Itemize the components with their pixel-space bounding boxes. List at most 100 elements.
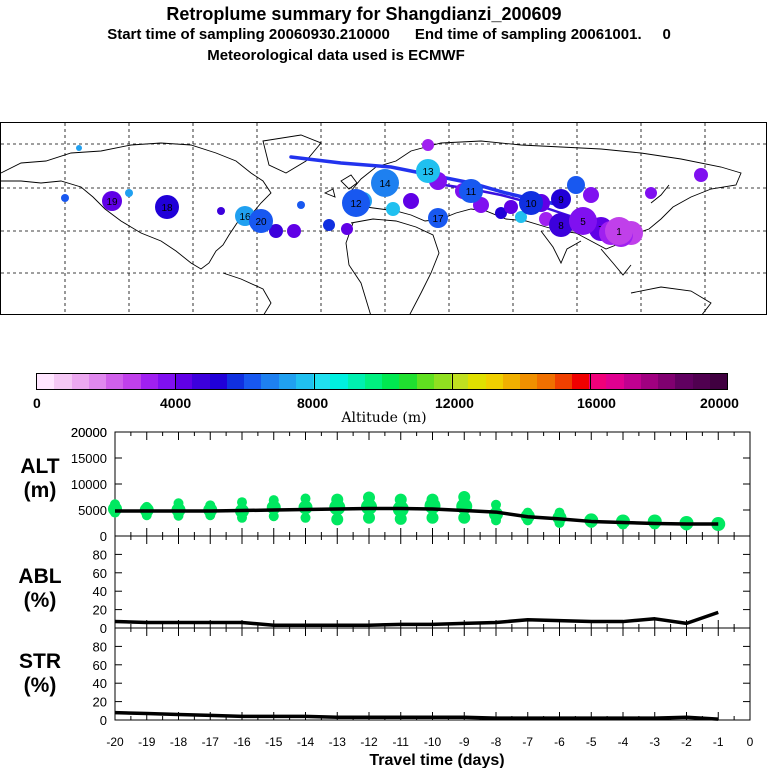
x-tick-label: -9 [459,735,470,749]
colorbar-cell [640,374,658,389]
map-cluster-label: 8 [558,221,564,232]
y-tick-label: 60 [93,566,107,581]
alt-scatter-point [426,493,439,506]
colorbar-cell [295,374,313,389]
map-marker-dot [504,200,518,214]
trajectory-markers: 191816201412111091317875431 [61,139,708,247]
y-tick-label: 20000 [71,425,107,440]
map-marker-dot [341,223,353,235]
map-cluster-label: 1 [616,227,622,238]
map-marker-dot [495,207,507,219]
colorbar-cell [123,374,141,389]
map-marker-dot [583,187,599,203]
map-marker-dot [645,187,657,199]
panel-label-line: ABL [18,565,62,588]
x-tick-label: -19 [138,735,156,749]
map-marker-dot [422,139,434,151]
map-marker-dot [403,193,419,209]
colorbar-cell [675,374,693,389]
map-cluster-marker [249,209,273,233]
alt-scatter-point [491,499,501,510]
map-cluster-marker [342,189,370,217]
colorbar-divider [452,373,453,390]
colorbar-divider [314,373,315,390]
alt-scatter-point [300,493,311,504]
y-tick-label: 0 [100,713,107,728]
alt-scatter-point [363,491,375,504]
map-cluster-marker [549,213,573,237]
x-axis-label: Travel time (days) [369,752,504,768]
alt-scatter-point [237,497,247,508]
str-panel-label: STR (%) [0,650,80,698]
x-tick-label: -14 [297,735,315,749]
colorbar-cell [658,374,676,389]
y-tick-label: 0 [100,621,107,636]
map-marker-dot [269,224,283,238]
map-cluster-marker [371,169,399,197]
map-cluster-label: 10 [525,199,537,210]
alt-scatter-point [110,499,120,510]
map-marker-dot [76,145,82,151]
map-cluster-marker [416,159,440,183]
alt-scatter-point [426,511,439,524]
abl-panel-label: ABL (%) [0,565,80,613]
colorbar-cell [692,374,710,389]
x-tick-label: -11 [393,735,410,749]
colorbar-cell [54,374,72,389]
alt-scatter-point [458,511,471,524]
colorbar-cell [226,374,244,389]
panel-label-line: ALT [20,455,60,478]
x-tick-label: -5 [586,735,597,749]
map-marker-dot [125,189,133,197]
colorbar-cell [433,374,451,389]
panel-label-line: (m) [23,479,57,502]
colorbar-cell [416,374,434,389]
x-tick-label: -20 [106,735,124,749]
alt-scatter-point [173,498,184,509]
x-tick-label: -18 [170,735,188,749]
colorbar-cell [468,374,486,389]
colorbar-cell [709,374,727,389]
series-line [114,610,719,627]
map-marker-dot [323,219,335,231]
x-tick-label: 0 [747,735,754,749]
colorbar-cell [175,374,193,389]
colorbar-cell [537,374,555,389]
y-tick-label: 80 [93,547,107,562]
map-marker-dot [297,201,305,209]
y-tick-label: 80 [93,639,107,654]
panel-frame [114,535,751,629]
y-tick-label: 20 [93,695,107,710]
colorbar-cell [330,374,348,389]
colorbar-cell [399,374,417,389]
map-cluster-marker [428,208,448,228]
colorbar-cell [192,374,210,389]
colorbar-divider [590,373,591,390]
colorbar-tick-label: 0 [33,395,41,411]
map-cluster-label: 12 [350,199,362,210]
trajectory-map: 191816201412111091317875431 [0,122,767,315]
colorbar-cell [347,374,365,389]
colorbar-cell [261,374,279,389]
map-marker-dot [567,176,585,194]
alt-scatter-point [458,491,471,503]
map-marker-dot [287,224,301,238]
alt-scatter-point [363,511,375,524]
panel-label-line: (%) [23,674,57,697]
y-tick-label: 10000 [71,477,107,492]
series-line [114,710,719,721]
alt-scatter-point [331,493,344,506]
map-cluster-marker [551,189,571,209]
alt-scatter-point [554,507,565,518]
colorbar-cell [623,374,641,389]
y-tick-label: 20000 [71,425,107,440]
map-cluster-marker [155,195,179,219]
colorbar-cell [140,374,158,389]
alt-scatter-point [331,513,344,526]
alt-scatter-point [394,493,407,506]
x-tick-label: -8 [491,735,502,749]
colorbar-cell [278,374,296,389]
alt-scatter-point [205,500,216,511]
map-cluster-label: 11 [466,187,477,198]
